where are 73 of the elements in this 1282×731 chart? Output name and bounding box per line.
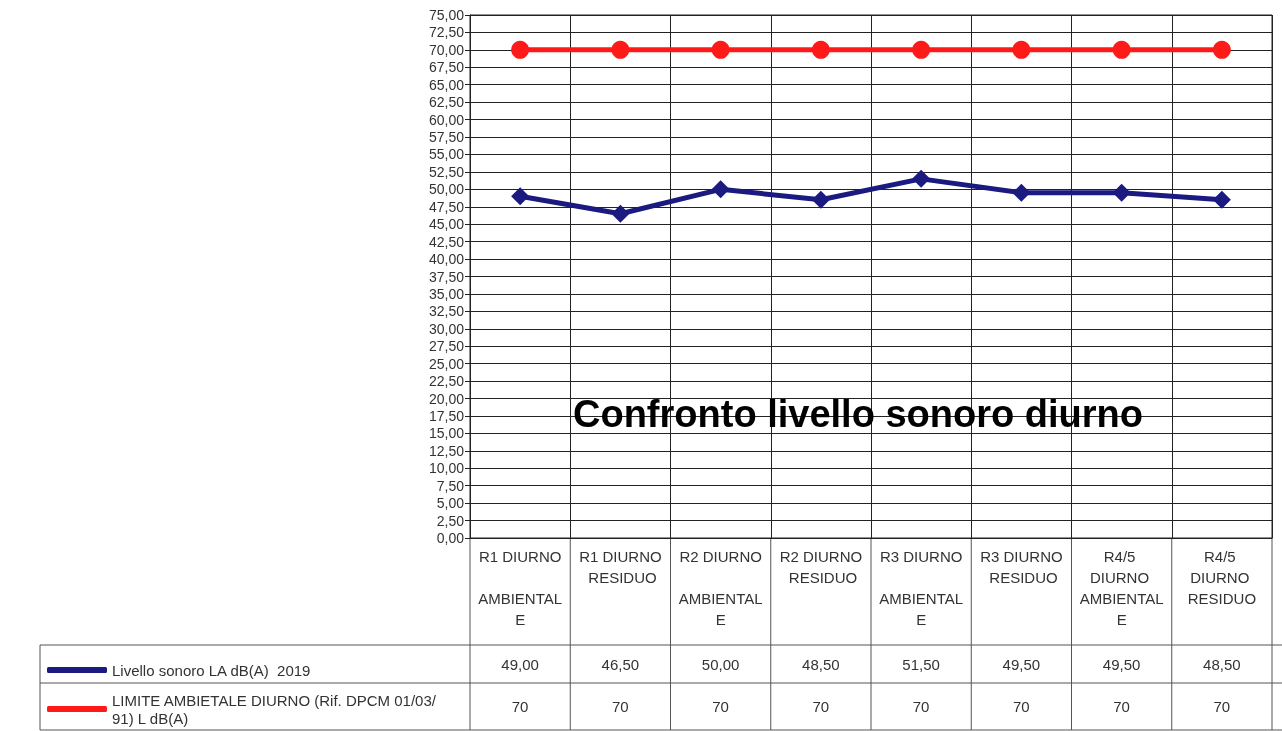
category-label: R1 DIURNO AMBIENTALE <box>478 548 563 628</box>
data-label: 49,00 <box>501 655 539 673</box>
data-label: 70 <box>912 698 930 715</box>
x-tick-label: R4/5 DIURNO RESIDUO <box>1187 548 1257 607</box>
point <box>1212 40 1231 59</box>
data-label: 49,50 <box>1102 655 1141 673</box>
x-tick-label: R1 DIURNO RESIDUO <box>579 548 662 586</box>
data-label: 48,50 <box>802 655 840 673</box>
y-tick-label: 72,50 <box>428 24 465 41</box>
x-tick-label: R3 DIURNO RESIDUO <box>980 548 1063 586</box>
data-label: 51,50 <box>902 655 940 673</box>
point <box>711 180 730 199</box>
data-label: 70 <box>612 698 629 715</box>
point <box>711 40 730 59</box>
data-label: 70 <box>712 698 729 715</box>
point <box>1012 183 1031 202</box>
y-tick-label: 67,50 <box>428 59 465 76</box>
point <box>811 190 830 209</box>
y-tick-label: 62,50 <box>428 94 465 111</box>
point <box>611 204 630 223</box>
data-label: 70 <box>511 698 529 715</box>
y-tick-label: 27,50 <box>428 338 465 355</box>
point <box>611 40 630 59</box>
y-tick-label: 55,00 <box>428 146 465 163</box>
y-tick-label: 20,00 <box>428 390 465 407</box>
point <box>1012 40 1031 59</box>
y-tick-label: 75,00 <box>428 7 465 23</box>
y-tick-label: 7,50 <box>436 477 465 494</box>
point <box>1112 40 1131 59</box>
category-label: R3 DIURNO AMBIENTALE <box>879 548 964 628</box>
y-tick-label: 37,50 <box>428 268 465 285</box>
y-tick-label: 42,50 <box>428 233 465 250</box>
point <box>511 187 530 206</box>
data-label: 48,50 <box>1203 655 1241 673</box>
point <box>912 169 931 188</box>
y-tick-label: 52,50 <box>428 163 465 180</box>
y-tick-label: 17,50 <box>428 407 465 424</box>
y-tick-label: 25,00 <box>428 355 465 372</box>
y-tick-label: 57,50 <box>428 129 465 146</box>
point <box>811 40 830 59</box>
y-tick-label: 15,00 <box>428 425 465 442</box>
y-tick-label: 12,50 <box>428 442 465 459</box>
legend-label: LIMITE AMBIETALE DIURNO (Rif. DPCM 01/03/91) L dB(A) <box>112 691 437 727</box>
y-tick-label: 22,50 <box>428 373 465 390</box>
category-label: R2 DIURNO AMBIENTALE <box>678 548 763 628</box>
point <box>511 40 530 59</box>
y-tick-label: 5,00 <box>436 495 465 512</box>
y-tick-label: 0,00 <box>436 530 465 546</box>
y-tick-label: 2,50 <box>436 512 465 529</box>
legend-label: Livello sonoro LA dB(A) 2019 <box>112 661 311 679</box>
data-label: 50,00 <box>701 655 740 673</box>
x-tick-label: R4/5 DIURNO AMBIENTALE <box>1079 548 1164 628</box>
y-tick-label: 45,00 <box>428 216 465 233</box>
x-tick-label: R2 DIURNO RESIDUO <box>779 548 863 586</box>
data-label: 70 <box>1213 698 1231 715</box>
y-tick-label: 10,00 <box>428 460 465 477</box>
y-tick-label: 35,00 <box>428 285 465 302</box>
data-label: 46,50 <box>601 655 640 673</box>
data-label: 70 <box>1013 698 1030 715</box>
point <box>912 40 931 59</box>
y-tick-label: 50,00 <box>428 181 465 198</box>
y-tick-label: 65,00 <box>428 76 465 93</box>
data-label: 70 <box>1113 698 1130 715</box>
y-tick-label: 32,50 <box>428 303 465 320</box>
y-tick-label: 70,00 <box>428 41 465 58</box>
data-label: 70 <box>812 698 830 715</box>
point <box>1112 183 1131 202</box>
point <box>1212 190 1231 209</box>
y-tick-label: 60,00 <box>428 111 465 128</box>
y-tick-label: 30,00 <box>428 320 465 337</box>
y-tick-label: 40,00 <box>428 251 465 268</box>
y-tick-label: 47,50 <box>428 198 465 215</box>
data-label: 49,50 <box>1002 655 1041 673</box>
